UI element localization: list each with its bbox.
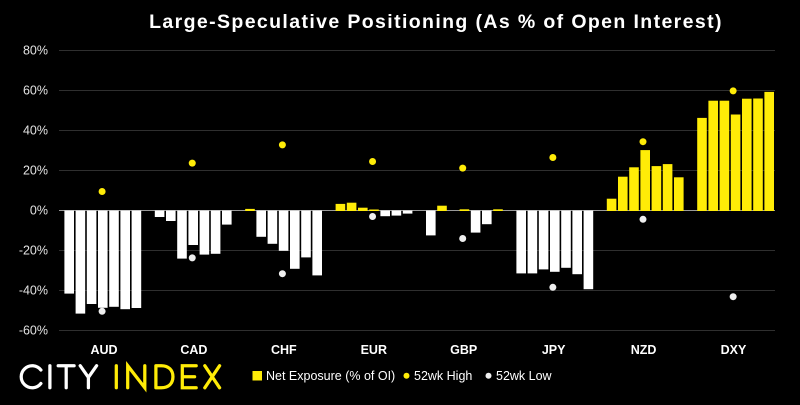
svg-text:-40%: -40% xyxy=(19,284,48,298)
svg-text:40%: 40% xyxy=(23,124,48,138)
svg-text:20%: 20% xyxy=(23,164,48,178)
svg-text:AUD: AUD xyxy=(90,343,117,357)
svg-text:80%: 80% xyxy=(23,44,48,58)
svg-text:-20%: -20% xyxy=(19,244,48,258)
svg-text:GBP: GBP xyxy=(450,343,477,357)
svg-text:JPY: JPY xyxy=(542,343,566,357)
svg-text:52wk High: 52wk High xyxy=(414,369,472,383)
svg-text:CHF: CHF xyxy=(271,343,297,357)
svg-text:-60%: -60% xyxy=(19,324,48,338)
svg-text:NZD: NZD xyxy=(631,343,657,357)
svg-text:Large-Speculative Positioning: Large-Speculative Positioning (As % of O… xyxy=(149,11,723,33)
svg-text:60%: 60% xyxy=(23,84,48,98)
svg-text:Net Exposure (% of OI): Net Exposure (% of OI) xyxy=(266,369,395,383)
svg-text:DXY: DXY xyxy=(721,343,747,357)
svg-text:EUR: EUR xyxy=(361,343,387,357)
svg-text:52wk Low: 52wk Low xyxy=(496,369,553,383)
svg-text:0%: 0% xyxy=(30,204,48,218)
svg-text:CAD: CAD xyxy=(180,343,207,357)
